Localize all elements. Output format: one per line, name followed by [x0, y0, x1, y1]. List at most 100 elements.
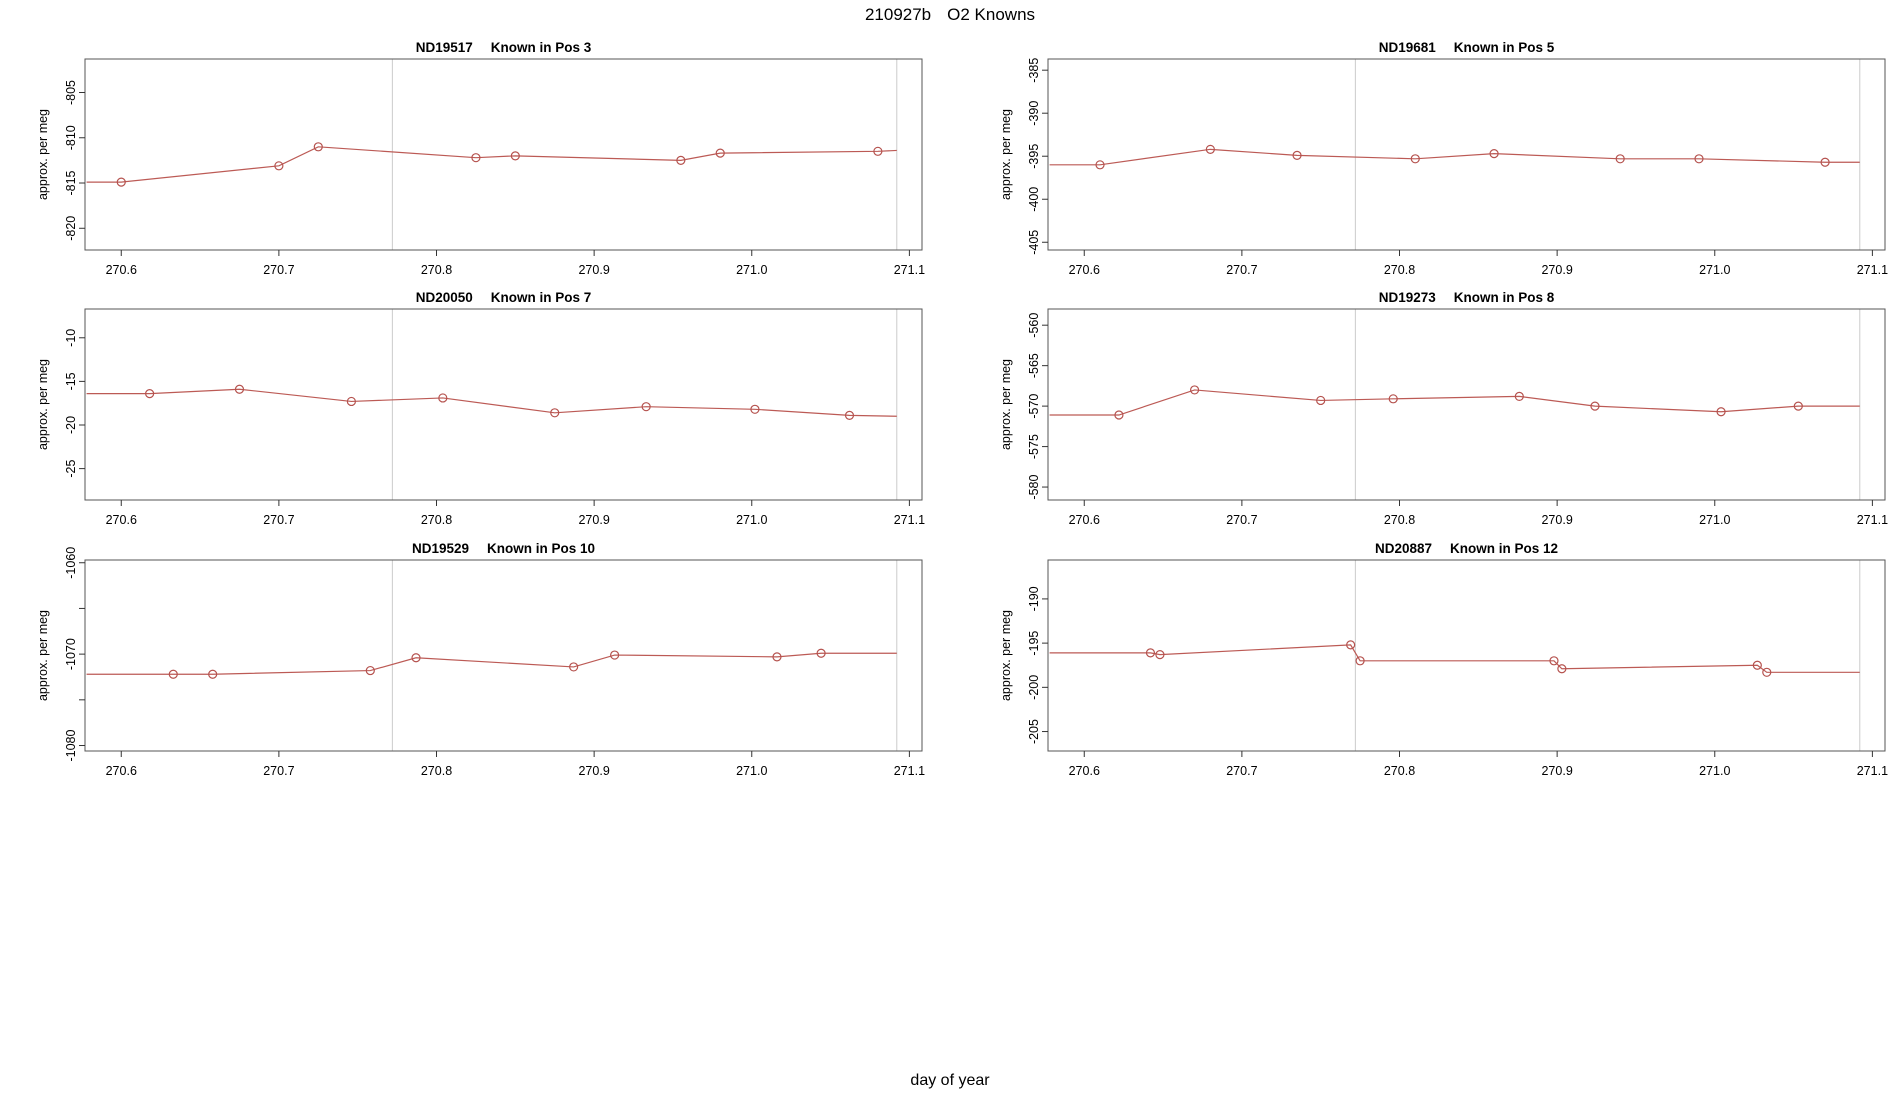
y-tick-label: -820	[64, 216, 78, 241]
y-tick-label: -1080	[64, 729, 78, 761]
x-tick-label: 270.8	[1384, 764, 1415, 778]
y-axis-title: approx. per meg	[999, 610, 1013, 701]
run-id: 210927b	[865, 5, 931, 24]
panel-title: ND19517 Known in Pos 3	[416, 40, 592, 55]
x-tick-label: 271.0	[1699, 764, 1730, 778]
data-point-marker	[1388, 394, 1398, 404]
data-point-marker	[1114, 410, 1124, 420]
figure-title-label: O2 Knowns	[947, 5, 1035, 24]
known-position-label: Known in Pos 12	[1450, 541, 1558, 556]
x-tick-label: 270.8	[1384, 513, 1415, 527]
data-point-marker	[471, 153, 481, 163]
y-tick-label: -1070	[64, 638, 78, 670]
y-axis-title: approx. per meg	[36, 610, 50, 701]
x-tick-label: 270.9	[578, 263, 609, 277]
x-tick-label: 271.1	[1857, 513, 1888, 527]
data-point-marker	[1346, 640, 1356, 650]
sample-id: ND19529	[412, 541, 469, 556]
panel-ND19517: ND19517 Known in Pos 3 270.6 270.7 270.8 270.…	[36, 40, 925, 277]
data-point-marker	[208, 669, 218, 679]
panel-ND19529: ND19529 Known in Pos 10 270.6 270.7 270.8 270…	[36, 541, 925, 778]
y-tick-label: -25	[64, 460, 78, 478]
data-point-marker	[116, 177, 126, 187]
x-tick-label: 270.9	[578, 764, 609, 778]
data-point-marker	[1752, 660, 1762, 670]
data-point-marker	[750, 404, 760, 414]
y-tick-label: -395	[1027, 144, 1041, 169]
data-point-marker	[145, 389, 155, 399]
known-position-label: Known in Pos 5	[1454, 40, 1555, 55]
x-tick-label: 270.8	[421, 513, 452, 527]
data-point-marker	[168, 669, 178, 679]
data-point-marker	[715, 148, 725, 158]
data-point-marker	[438, 393, 448, 403]
y-tick-label: -15	[64, 372, 78, 390]
data-point-marker	[1189, 385, 1200, 395]
data-point-marker	[569, 662, 579, 672]
x-tick-label: 270.7	[1226, 764, 1257, 778]
x-tick-label: 270.6	[106, 764, 137, 778]
data-point-marker	[1615, 154, 1625, 164]
data-point-marker	[346, 396, 356, 407]
y-tick-label: -805	[64, 80, 78, 105]
x-tick-label: 270.6	[106, 513, 137, 527]
x-tick-label: 270.9	[1541, 513, 1572, 527]
y-tick-label: -190	[1027, 586, 1041, 611]
data-point-marker	[772, 652, 782, 662]
x-tick-label: 271.1	[894, 764, 925, 778]
y-tick-label: -10	[64, 329, 78, 347]
x-tick-label: 270.6	[106, 263, 137, 277]
data-point-marker	[816, 648, 826, 658]
data-point-marker	[1145, 648, 1156, 658]
y-axis-title: approx. per meg	[999, 109, 1013, 200]
sample-id: ND20050	[416, 290, 473, 305]
x-tick-label: 270.9	[1541, 263, 1572, 277]
data-point-marker	[1793, 401, 1803, 411]
y-tick-label: -20	[64, 416, 78, 434]
data-point-marker	[610, 650, 620, 660]
y-tick-label: -205	[1027, 719, 1041, 744]
data-point-marker	[1549, 656, 1559, 666]
x-tick-label: 271.1	[1857, 764, 1888, 778]
data-point-marker	[411, 653, 421, 663]
data-point-marker	[1820, 157, 1830, 167]
x-tick-label: 270.7	[263, 263, 294, 277]
x-tick-label: 270.6	[1069, 764, 1100, 778]
data-point-marker	[1292, 150, 1302, 160]
sample-id: ND19273	[1379, 290, 1437, 305]
plot-border	[84, 308, 923, 501]
data-point-marker	[1155, 650, 1165, 660]
known-position-label: Known in Pos 7	[491, 290, 592, 305]
known-position-label: Known in Pos 10	[487, 541, 595, 556]
plot-border	[1047, 58, 1886, 251]
data-point-marker	[873, 146, 883, 156]
y-tick-label: -1060	[64, 547, 78, 579]
data-point-marker	[1489, 149, 1499, 159]
plot-border	[84, 58, 923, 251]
known-position-label: Known in Pos 3	[491, 40, 592, 55]
y-tick-label: -400	[1027, 187, 1041, 212]
x-tick-label: 270.7	[263, 764, 294, 778]
y-tick-label: -560	[1027, 313, 1041, 338]
x-tick-label: 270.7	[263, 513, 294, 527]
panel-title: ND19273 Known in Pos 8	[1379, 290, 1555, 305]
data-point-marker	[1716, 407, 1726, 417]
x-tick-label: 271.0	[736, 513, 767, 527]
y-tick-label: -200	[1027, 675, 1041, 700]
y-tick-label: -580	[1027, 475, 1041, 500]
y-tick-label: -405	[1027, 230, 1041, 255]
panel-ND19273: ND19273 Known in Pos 8 270.6 270.7 270.8 270.…	[999, 290, 1888, 527]
data-line	[86, 652, 897, 675]
x-tick-label: 271.1	[894, 263, 925, 277]
y-tick-label: -390	[1027, 101, 1041, 126]
sample-id: ND19681	[1379, 40, 1437, 55]
panel-ND20050: ND20050 Known in Pos 7 270.6 270.7 270.8 270.…	[36, 290, 925, 527]
data-point-marker	[1095, 160, 1105, 170]
plot-border	[1047, 559, 1886, 752]
panel-title: ND20050 Known in Pos 7	[416, 290, 592, 305]
data-point-marker	[1355, 656, 1365, 666]
data-line	[1049, 389, 1860, 416]
data-point-marker	[844, 410, 855, 420]
data-line	[1049, 148, 1860, 166]
